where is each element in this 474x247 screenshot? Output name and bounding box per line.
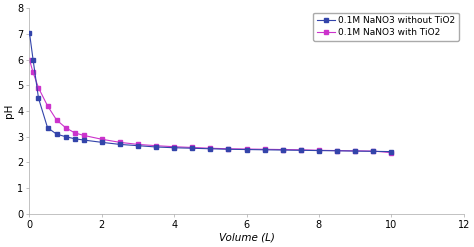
0.1M NaNO3 without TiO2 [171,146,177,149]
0.1M NaNO3 with TiO2 [30,71,36,74]
0.1M NaNO3 without TiO2 [388,150,394,153]
0.1M NaNO3 with TiO2 [72,131,78,134]
0.1M NaNO3 with TiO2 [117,141,123,144]
0.1M NaNO3 without TiO2 [370,150,376,153]
0.1M NaNO3 with TiO2 [99,138,105,141]
0.1M NaNO3 without TiO2 [208,147,213,150]
0.1M NaNO3 without TiO2 [262,148,267,151]
0.1M NaNO3 with TiO2 [63,126,68,129]
0.1M NaNO3 without TiO2 [30,58,36,61]
0.1M NaNO3 with TiO2 [388,151,394,154]
0.1M NaNO3 with TiO2 [27,58,32,61]
X-axis label: Volume (L): Volume (L) [219,233,274,243]
0.1M NaNO3 with TiO2 [352,149,358,152]
0.1M NaNO3 without TiO2 [54,133,59,136]
0.1M NaNO3 without TiO2 [316,149,322,152]
0.1M NaNO3 with TiO2 [45,104,50,107]
0.1M NaNO3 with TiO2 [226,147,231,150]
0.1M NaNO3 with TiO2 [208,147,213,150]
0.1M NaNO3 with TiO2 [81,134,87,137]
0.1M NaNO3 with TiO2 [171,145,177,148]
0.1M NaNO3 without TiO2 [226,148,231,151]
0.1M NaNO3 with TiO2 [135,143,141,146]
0.1M NaNO3 without TiO2 [72,137,78,140]
0.1M NaNO3 with TiO2 [316,149,322,152]
0.1M NaNO3 with TiO2 [280,148,285,151]
0.1M NaNO3 with TiO2 [36,86,41,89]
0.1M NaNO3 without TiO2 [153,145,159,148]
0.1M NaNO3 without TiO2 [27,31,32,34]
0.1M NaNO3 without TiO2 [45,126,50,129]
0.1M NaNO3 without TiO2 [334,149,340,152]
0.1M NaNO3 without TiO2 [298,149,304,152]
Y-axis label: pH: pH [4,104,14,118]
0.1M NaNO3 with TiO2 [298,148,304,151]
0.1M NaNO3 without TiO2 [280,149,285,152]
0.1M NaNO3 with TiO2 [370,150,376,153]
0.1M NaNO3 without TiO2 [352,150,358,153]
Legend: 0.1M NaNO3 without TiO2, 0.1M NaNO3 with TiO2: 0.1M NaNO3 without TiO2, 0.1M NaNO3 with… [313,13,459,41]
Line: 0.1M NaNO3 without TiO2: 0.1M NaNO3 without TiO2 [27,30,394,154]
0.1M NaNO3 with TiO2 [262,148,267,151]
0.1M NaNO3 with TiO2 [153,144,159,147]
0.1M NaNO3 without TiO2 [190,147,195,150]
0.1M NaNO3 with TiO2 [190,146,195,149]
0.1M NaNO3 with TiO2 [54,119,59,122]
Line: 0.1M NaNO3 with TiO2: 0.1M NaNO3 with TiO2 [27,57,394,155]
0.1M NaNO3 without TiO2 [81,139,87,142]
0.1M NaNO3 with TiO2 [334,149,340,152]
0.1M NaNO3 without TiO2 [117,143,123,146]
0.1M NaNO3 without TiO2 [135,144,141,147]
0.1M NaNO3 with TiO2 [244,147,249,150]
0.1M NaNO3 without TiO2 [99,141,105,144]
0.1M NaNO3 without TiO2 [244,148,249,151]
0.1M NaNO3 without TiO2 [36,97,41,100]
0.1M NaNO3 without TiO2 [63,135,68,138]
